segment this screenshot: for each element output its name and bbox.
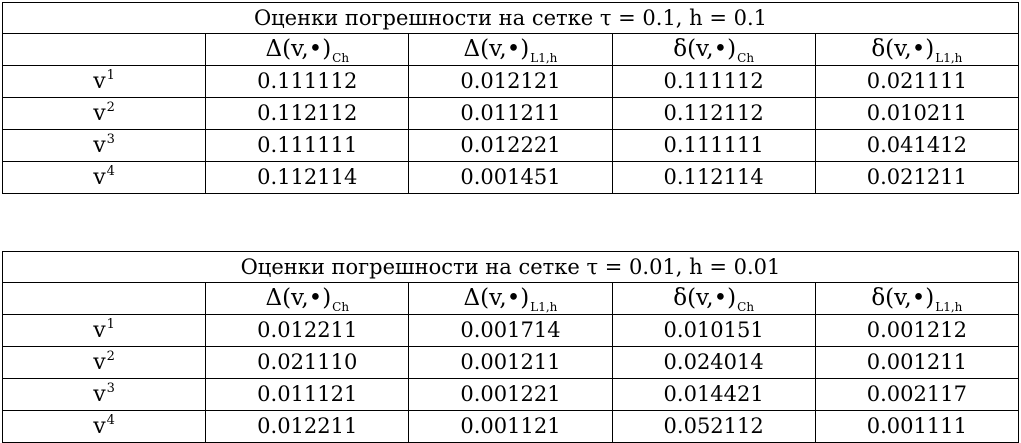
table-cell: 0.001111	[814, 410, 1020, 443]
column-subscript: L1,h	[530, 300, 558, 314]
table-cell: 0.011211	[408, 97, 613, 130]
row-name: v	[93, 381, 106, 407]
header-row: Δ(v,•)Ch Δ(v,•)L1,h δ(v,•)Ch δ(v,•)L1,h	[1, 33, 1020, 66]
table-row: v3 0.011121 0.001221 0.014421 0.002117	[1, 378, 1020, 411]
table-row: v1 0.012211 0.001714 0.010151 0.001212	[1, 314, 1020, 347]
row-name: v	[93, 349, 106, 375]
row-name: v	[93, 132, 106, 158]
table-cell: 0.001451	[408, 161, 613, 194]
row-name: v	[93, 413, 106, 439]
table-cell: 0.111111	[611, 129, 816, 162]
row-superscript: 1	[106, 67, 115, 83]
row-superscript: 3	[106, 380, 115, 396]
row-label: v1	[1, 314, 207, 347]
table-cell: 0.111111	[205, 129, 410, 162]
table-row: v4 0.112114 0.001451 0.112114 0.021211	[1, 161, 1020, 194]
column-symbol: Δ(v,•)	[463, 36, 530, 62]
table-cell: 0.001221	[408, 378, 613, 411]
row-superscript: 3	[106, 131, 115, 147]
row-superscript: 2	[106, 99, 115, 115]
row-superscript: 4	[106, 163, 115, 179]
table-cell: 0.112112	[611, 97, 816, 130]
row-label: v4	[1, 161, 207, 194]
table-cell: 0.010211	[814, 97, 1020, 130]
table-row: v3 0.111111 0.012221 0.111111 0.041412	[1, 129, 1020, 162]
table-cell: 0.001714	[408, 314, 613, 347]
column-header: δ(v,•)L1,h	[814, 282, 1020, 315]
error-table-1: Оценки погрешности на сетке τ = 0.1, h =…	[1, 2, 1020, 194]
table-cell: 0.041412	[814, 129, 1020, 162]
table-caption: Оценки погрешности на сетке τ = 0.01, h …	[2, 251, 1019, 283]
column-symbol: Δ(v,•)	[463, 285, 530, 311]
row-name: v	[93, 68, 106, 94]
caption-row: Оценки погрешности на сетке τ = 0.1, h =…	[2, 2, 1019, 34]
table-row: v2 0.021110 0.001211 0.024014 0.001211	[1, 346, 1020, 379]
error-table-2: Оценки погрешности на сетке τ = 0.01, h …	[1, 251, 1020, 443]
table-cell: 0.014421	[611, 378, 816, 411]
table-row: v4 0.012211 0.001121 0.052112 0.001111	[1, 410, 1020, 443]
table-cell: 0.021110	[205, 346, 410, 379]
column-subscript: Ch	[737, 300, 755, 314]
table-cell: 0.112114	[205, 161, 410, 194]
row-name: v	[93, 100, 106, 126]
header-row: Δ(v,•)Ch Δ(v,•)L1,h δ(v,•)Ch δ(v,•)L1,h	[1, 282, 1020, 315]
column-symbol: δ(v,•)	[871, 285, 935, 311]
table-cell: 0.112112	[205, 97, 410, 130]
column-header: δ(v,•)Ch	[611, 33, 816, 66]
table-cell: 0.112114	[611, 161, 816, 194]
row-label: v2	[1, 346, 207, 379]
column-header: Δ(v,•)Ch	[205, 282, 410, 315]
caption-row: Оценки погрешности на сетке τ = 0.01, h …	[2, 251, 1019, 283]
table-cell: 0.111112	[205, 65, 410, 98]
row-name: v	[93, 164, 106, 190]
column-subscript: Ch	[737, 51, 755, 65]
row-label: v3	[1, 129, 207, 162]
table-row: v2 0.112112 0.011211 0.112112 0.010211	[1, 97, 1020, 130]
column-subscript: L1,h	[935, 51, 963, 65]
column-subscript: Ch	[332, 300, 350, 314]
column-subscript: L1,h	[935, 300, 963, 314]
header-corner-cell	[1, 33, 207, 66]
column-symbol: δ(v,•)	[871, 36, 935, 62]
table-cell: 0.001211	[814, 346, 1020, 379]
column-subscript: Ch	[332, 51, 350, 65]
table-cell: 0.012121	[408, 65, 613, 98]
row-superscript: 2	[106, 348, 115, 364]
header-corner-cell	[1, 282, 207, 315]
table-cell: 0.021211	[814, 161, 1020, 194]
column-header: Δ(v,•)Ch	[205, 33, 410, 66]
column-symbol: δ(v,•)	[673, 285, 737, 311]
table-cell: 0.052112	[611, 410, 816, 443]
table-cell: 0.012221	[408, 129, 613, 162]
column-header: δ(v,•)L1,h	[814, 33, 1020, 66]
table-cell: 0.012211	[205, 314, 410, 347]
column-symbol: Δ(v,•)	[265, 36, 332, 62]
table-cell: 0.001212	[814, 314, 1020, 347]
column-subscript: L1,h	[530, 51, 558, 65]
row-label: v4	[1, 410, 207, 443]
table-caption: Оценки погрешности на сетке τ = 0.1, h =…	[2, 2, 1019, 34]
column-header: Δ(v,•)L1,h	[408, 33, 613, 66]
table-cell: 0.111112	[611, 65, 816, 98]
row-superscript: 4	[106, 412, 115, 428]
table-cell: 0.002117	[814, 378, 1020, 411]
row-label: v2	[1, 97, 207, 130]
table-cell: 0.011121	[205, 378, 410, 411]
column-header: δ(v,•)Ch	[611, 282, 816, 315]
row-superscript: 1	[106, 316, 115, 332]
table-cell: 0.012211	[205, 410, 410, 443]
row-label: v1	[1, 65, 207, 98]
table-cell: 0.001211	[408, 346, 613, 379]
table-cell: 0.024014	[611, 346, 816, 379]
table-cell: 0.010151	[611, 314, 816, 347]
row-name: v	[93, 317, 106, 343]
table-cell: 0.001121	[408, 410, 613, 443]
column-symbol: δ(v,•)	[673, 36, 737, 62]
row-label: v3	[1, 378, 207, 411]
table-cell: 0.021111	[814, 65, 1020, 98]
table-row: v1 0.111112 0.012121 0.111112 0.021111	[1, 65, 1020, 98]
column-symbol: Δ(v,•)	[265, 285, 332, 311]
column-header: Δ(v,•)L1,h	[408, 282, 613, 315]
